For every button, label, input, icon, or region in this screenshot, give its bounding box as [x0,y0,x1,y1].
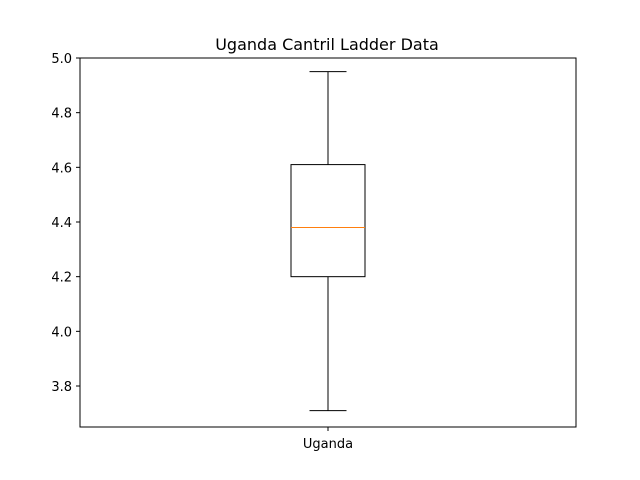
y-tick-label: 4.6 [51,161,72,176]
y-tick-label: 3.8 [51,380,72,395]
y-tick-label: 4.8 [51,107,72,122]
y-tick-label: 4.4 [51,216,72,231]
x-tick-label: Uganda [303,437,353,452]
y-tick-label: 4.0 [51,325,72,340]
iqr-box [290,164,366,278]
y-tick-label: 5.0 [51,52,72,67]
plot-marks [290,71,366,412]
x-axis: Uganda [303,427,353,452]
y-tick-label: 4.2 [51,271,72,286]
chart-title: Uganda Cantril Ladder Data [215,35,439,54]
y-axis: 3.8 4.0 4.2 4.4 4.6 4.8 5.0 [51,52,80,395]
